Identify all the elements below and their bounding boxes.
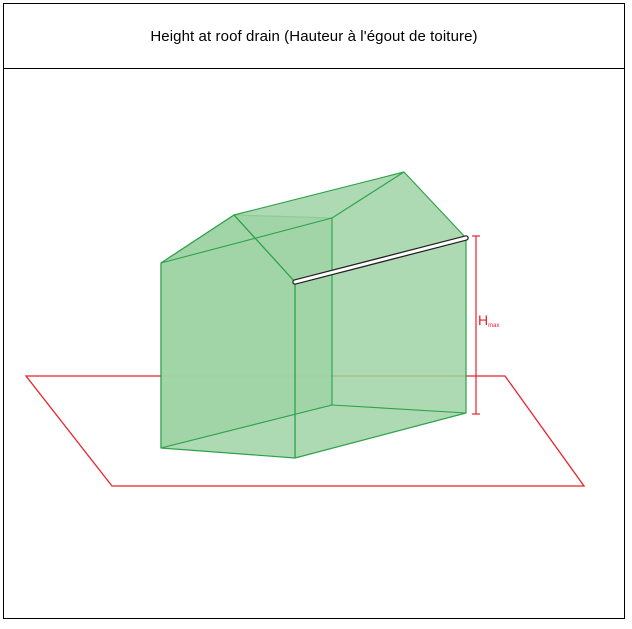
diagram-frame: Height at roof drain (Hauteur à l'égout …: [3, 3, 625, 619]
diagram-title: Height at roof drain (Hauteur à l'égout …: [150, 27, 478, 45]
header-bar: Height at roof drain (Hauteur à l'égout …: [4, 4, 624, 69]
